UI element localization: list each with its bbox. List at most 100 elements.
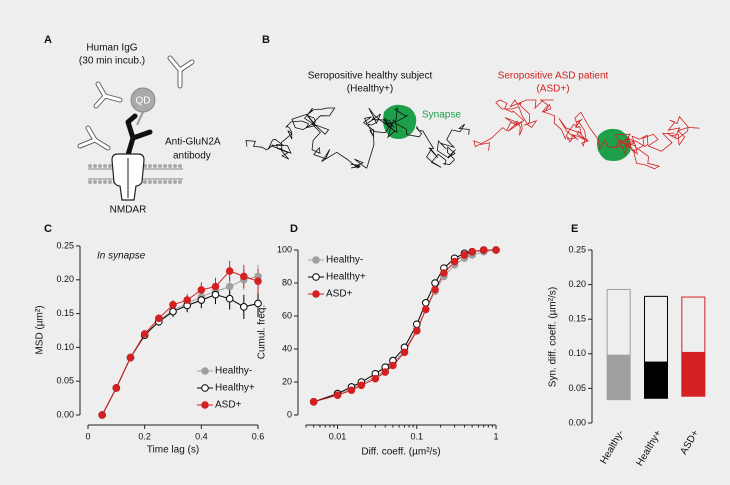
igg-label: Human IgG	[86, 43, 137, 54]
lipid-head	[153, 164, 157, 168]
marker	[357, 381, 366, 390]
nmdar-label: NMDAR	[110, 205, 147, 216]
marker	[126, 353, 135, 362]
x-tick-label: 0.1	[411, 431, 424, 441]
marker	[431, 285, 439, 294]
marker	[140, 330, 149, 338]
lipid-head	[178, 180, 182, 184]
marker	[169, 301, 177, 309]
y-tick-label: 0.10	[56, 342, 74, 352]
lipid-head	[108, 164, 112, 168]
marker	[421, 305, 430, 314]
box-lower	[644, 362, 668, 399]
qd-label: QD	[136, 96, 151, 107]
trajectories	[245, 99, 700, 170]
x-tick-label: 0.4	[195, 431, 208, 441]
synapse-label: Synapse	[422, 110, 461, 121]
box-upper	[644, 295, 668, 363]
box-upper	[606, 288, 631, 356]
marker	[450, 257, 459, 266]
lipid-head	[158, 164, 162, 168]
marker	[225, 282, 234, 291]
lipid-head	[168, 164, 172, 168]
lipid-head	[148, 164, 152, 168]
lipid-head	[88, 180, 92, 184]
legend-label: Healthy+	[326, 272, 366, 283]
y-tick-label: 0.15	[56, 308, 74, 318]
asd-title: Seropositive ASD patient	[498, 71, 609, 82]
synapse	[597, 128, 631, 161]
y-tick-label: 0.05	[56, 376, 74, 386]
marker	[112, 384, 121, 392]
y-tick-label: 0.25	[568, 244, 586, 254]
y-tick-label: 40	[282, 343, 292, 353]
lipid-head	[103, 180, 107, 184]
marker	[211, 290, 220, 299]
marker	[389, 361, 397, 370]
igg-fill	[78, 56, 194, 150]
lipid-head	[153, 180, 157, 184]
y-axis-label: Syn. diff. coeff. (µm²/s)	[548, 287, 559, 387]
lipid-head	[173, 180, 177, 184]
y-tick-label: 20	[282, 376, 292, 386]
y-tick-label: 0.20	[568, 279, 586, 289]
legend-marker	[201, 401, 209, 409]
marker	[183, 296, 191, 304]
lipid-head	[168, 180, 172, 184]
y-tick-label: 0.00	[56, 409, 74, 419]
lipid-head	[103, 164, 107, 168]
box-lower	[681, 352, 706, 397]
lipid-head	[93, 180, 97, 184]
y-tick-label: 0.25	[56, 240, 74, 250]
lipid-head	[108, 180, 112, 184]
lipid-head	[148, 180, 152, 184]
panel-label: B	[262, 34, 270, 46]
y-tick-label: 0.15	[568, 314, 586, 324]
y-axis-label: MSD (µm²)	[35, 305, 46, 354]
panel-a: A Human IgG (30 min incub.) QD Anti-GluN…	[44, 34, 221, 216]
x-axis-label: Time lag (s)	[147, 445, 199, 456]
panel-b: B Seropositive healthy subject (Healthy+…	[245, 34, 700, 170]
trajectory	[245, 107, 470, 169]
y-axis-label: Cumul. freq.	[257, 305, 268, 359]
lipid-head	[93, 164, 97, 168]
marker	[412, 327, 421, 335]
x-tick-label: 0.01	[329, 431, 347, 441]
marker	[240, 303, 248, 311]
x-tick-label: 0.6	[252, 431, 265, 441]
x-tick-label: 0	[85, 431, 90, 441]
marker	[381, 368, 390, 376]
y-tick-label: 0	[287, 409, 292, 419]
y-tick-label: 0.10	[568, 348, 586, 358]
legend-marker	[312, 290, 320, 298]
legend-label: Healthy-	[326, 255, 363, 266]
lipid-head	[98, 164, 102, 168]
marker	[400, 348, 409, 357]
marker	[98, 411, 106, 419]
trajectory	[473, 99, 700, 170]
marker	[431, 279, 439, 287]
lipid-head	[163, 164, 167, 168]
box-lower	[606, 355, 631, 401]
marker	[197, 296, 206, 304]
marker	[211, 282, 220, 291]
marker	[254, 277, 262, 285]
panel-label: D	[290, 223, 298, 235]
marker	[225, 267, 234, 275]
annotation: In synapse	[97, 251, 146, 262]
legend-label: ASD+	[326, 289, 353, 300]
asd-subtitle: (ASD+)	[536, 84, 569, 95]
marker	[197, 286, 206, 294]
legend-label: ASD+	[215, 400, 242, 411]
legend-label: Healthy+	[215, 383, 255, 394]
legend-marker	[201, 384, 209, 392]
y-tick-label: 0.00	[568, 417, 586, 427]
lipid-head	[163, 180, 167, 184]
marker	[468, 247, 476, 256]
legend-marker	[201, 367, 209, 375]
lipid-head	[158, 180, 162, 184]
panel-label: E	[571, 223, 578, 235]
